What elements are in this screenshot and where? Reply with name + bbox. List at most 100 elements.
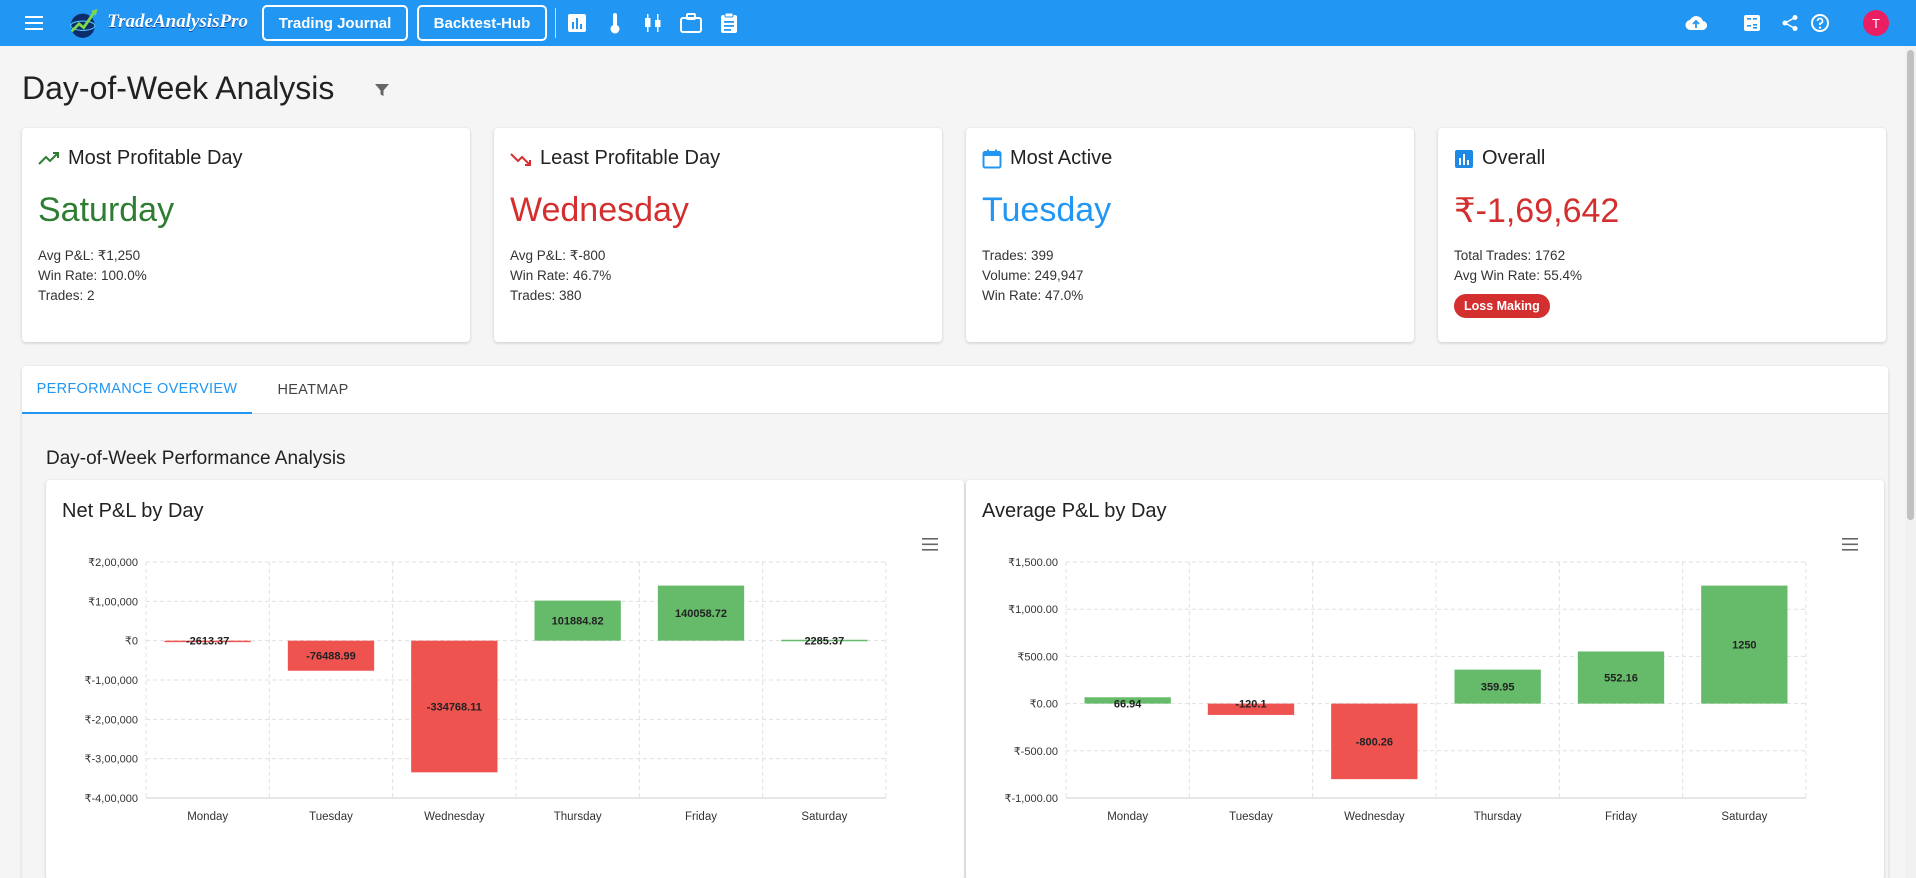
card-title: Overall bbox=[1482, 147, 1546, 169]
card-value: Saturday bbox=[38, 191, 175, 229]
x-tick-label: Thursday bbox=[1474, 811, 1522, 823]
y-tick-label: ₹0 bbox=[125, 636, 138, 648]
y-tick-label: ₹-4,00,000 bbox=[85, 793, 138, 805]
trending-up-icon bbox=[38, 151, 59, 165]
bar-data-label: 66.94 bbox=[1114, 699, 1142, 711]
x-tick-label: Monday bbox=[187, 811, 228, 823]
y-tick-label: ₹2,00,000 bbox=[88, 557, 138, 569]
card-detail: Avg P&L: ₹-800 bbox=[510, 248, 606, 263]
bar-data-label: -120.1 bbox=[1235, 699, 1266, 711]
trending-down-icon bbox=[510, 152, 531, 166]
assessment-icon bbox=[1455, 149, 1473, 168]
x-tick-label: Friday bbox=[685, 811, 717, 823]
x-tick-label: Tuesday bbox=[309, 811, 353, 823]
briefcase-icon[interactable] bbox=[679, 11, 703, 35]
bar-monday bbox=[164, 640, 251, 643]
y-tick-label: ₹1,000.00 bbox=[1008, 604, 1058, 616]
page-title: Day-of-Week Analysis bbox=[22, 70, 335, 106]
least-profitable-day-card: Least Profitable Day Wednesday Avg P&L: … bbox=[494, 128, 942, 342]
calendar-icon bbox=[982, 149, 1002, 168]
bar-tuesday bbox=[1207, 703, 1295, 715]
x-tick-label: Wednesday bbox=[424, 811, 485, 823]
card-detail: Win Rate: 47.0% bbox=[982, 288, 1084, 303]
tab-heatmap[interactable]: HEATMAP bbox=[277, 382, 349, 398]
y-tick-label: ₹-2,00,000 bbox=[85, 714, 138, 726]
x-tick-label: Wednesday bbox=[1344, 811, 1405, 823]
overall-card: Overall ₹-1,69,642 Total Trades: 1762 Av… bbox=[1438, 128, 1886, 342]
backtest-hub-button[interactable]: Backtest-Hub bbox=[417, 5, 547, 41]
bar-chart-icon[interactable] bbox=[565, 11, 589, 35]
bar-data-label: 1250 bbox=[1732, 640, 1756, 652]
avg-pnl-bar-chart: ₹1,500.00 ₹1,000.00 ₹500.00 ₹0.00 ₹-500.00 ₹-… bbox=[1005, 557, 1807, 823]
bar-data-label: -2613.37 bbox=[186, 636, 229, 648]
y-tick-label: ₹-1,00,000 bbox=[85, 675, 138, 687]
card-value: Tuesday bbox=[982, 191, 1112, 229]
card-title: Most Profitable Day bbox=[68, 147, 243, 169]
x-tick-label: Tuesday bbox=[1229, 811, 1273, 823]
tab-performance-overview[interactable]: PERFORMANCE OVERVIEW bbox=[22, 366, 252, 414]
card-title: Least Profitable Day bbox=[540, 147, 721, 169]
card-title: Most Active bbox=[1010, 147, 1113, 169]
chart-title: Average P&L by Day bbox=[982, 500, 1167, 522]
card-detail: Volume: 249,947 bbox=[982, 268, 1084, 283]
x-tick-label: Friday bbox=[1605, 811, 1637, 823]
filter-icon[interactable] bbox=[374, 82, 392, 100]
card-detail: Trades: 2 bbox=[38, 288, 95, 303]
clipboard-icon[interactable] bbox=[717, 11, 741, 35]
card-detail: Total Trades: 1762 bbox=[1454, 248, 1566, 263]
cloud-upload-icon[interactable] bbox=[1684, 11, 1708, 35]
analysis-panel: PERFORMANCE OVERVIEW HEATMAP Day-of-Week… bbox=[22, 366, 1888, 878]
y-tick-label: ₹-1,000.00 bbox=[1005, 793, 1058, 805]
bar-wednesday bbox=[1331, 703, 1418, 780]
card-detail: Win Rate: 46.7% bbox=[510, 268, 612, 283]
bar-saturday bbox=[1701, 585, 1788, 704]
net-pnl-chart-card: Net P&L by Day ₹2,00,000 ₹1,00,000 ₹0 ₹-1,0… bbox=[46, 480, 964, 878]
user-avatar[interactable]: T bbox=[1863, 10, 1889, 36]
thermometer-icon[interactable] bbox=[603, 11, 627, 35]
scrollbar-thumb[interactable] bbox=[1907, 50, 1914, 520]
logo-globe-icon bbox=[70, 8, 98, 38]
section-title: Day-of-Week Performance Analysis bbox=[46, 448, 346, 469]
app-name: TradeAnalysisPro bbox=[107, 11, 248, 32]
app-logo[interactable]: TradeAnalysisPro bbox=[66, 2, 248, 42]
tab-bar: PERFORMANCE OVERVIEW HEATMAP bbox=[22, 366, 1888, 414]
bar-friday bbox=[1577, 651, 1665, 704]
card-detail: Avg Win Rate: 55.4% bbox=[1454, 268, 1583, 283]
chart-menu-icon[interactable] bbox=[1842, 538, 1860, 554]
app-bar: TradeAnalysisPro Trading Journal Backtes… bbox=[0, 0, 1916, 46]
y-tick-label: ₹500.00 bbox=[1017, 651, 1058, 663]
bar-monday bbox=[1084, 697, 1171, 704]
y-tick-label: ₹1,00,000 bbox=[88, 596, 138, 608]
calculator-icon[interactable] bbox=[1740, 11, 1764, 35]
card-header: Most Active bbox=[982, 147, 1112, 170]
bar-data-label: 101884.82 bbox=[552, 616, 604, 628]
x-tick-label: Saturday bbox=[1721, 811, 1767, 823]
status-badge: Loss Making bbox=[1454, 294, 1550, 318]
card-detail: Avg P&L: ₹1,250 bbox=[38, 248, 141, 263]
x-tick-label: Thursday bbox=[554, 811, 602, 823]
card-value: ₹-1,69,642 bbox=[1454, 192, 1620, 230]
card-detail: Trades: 380 bbox=[510, 288, 582, 303]
page-scrollbar[interactable] bbox=[1905, 46, 1916, 878]
y-tick-label: ₹-3,00,000 bbox=[85, 754, 138, 766]
bar-data-label: -800.26 bbox=[1356, 736, 1393, 748]
bar-data-label: -76488.99 bbox=[306, 651, 356, 663]
share-icon[interactable] bbox=[1778, 11, 1802, 35]
help-icon[interactable] bbox=[1808, 11, 1832, 35]
menu-icon[interactable] bbox=[22, 12, 46, 34]
bar-tuesday bbox=[287, 640, 375, 671]
bar-friday bbox=[657, 585, 745, 641]
card-detail: Trades: 399 bbox=[982, 248, 1054, 263]
bar-data-label: 2285.37 bbox=[804, 636, 844, 648]
card-detail: Win Rate: 100.0% bbox=[38, 268, 147, 283]
bar-thursday bbox=[534, 600, 621, 641]
card-value: Wednesday bbox=[510, 191, 689, 229]
candlestick-icon[interactable] bbox=[641, 11, 665, 35]
avg-pnl-chart-card: Average P&L by Day ₹1,500.00 ₹1,000.00 ₹50… bbox=[966, 480, 1884, 878]
trading-journal-button[interactable]: Trading Journal bbox=[262, 5, 408, 41]
tab-content: Day-of-Week Performance Analysis Net P&L… bbox=[22, 414, 1888, 878]
x-tick-label: Monday bbox=[1107, 811, 1148, 823]
bar-data-label: 359.95 bbox=[1481, 682, 1515, 694]
chart-menu-icon[interactable] bbox=[922, 538, 940, 554]
toolbar-divider bbox=[555, 8, 556, 38]
